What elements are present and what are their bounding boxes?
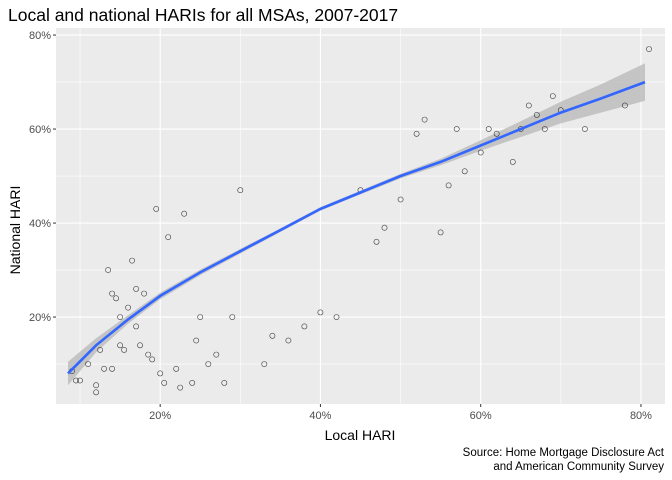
- source-caption: Source: Home Mortgage Disclosure Act and…: [463, 446, 664, 474]
- data-point: [85, 361, 91, 367]
- data-point: [145, 351, 152, 358]
- data-point: [533, 112, 540, 118]
- data-point: [333, 314, 340, 320]
- data-point: [213, 351, 220, 358]
- data-point: [141, 290, 147, 297]
- data-point: [129, 257, 135, 264]
- data-point: [77, 377, 83, 384]
- data-point: [101, 365, 107, 372]
- x-tick-label: 40%: [309, 410, 331, 422]
- data-point: [221, 379, 228, 386]
- caption-line-2: and American Community Survey: [493, 461, 664, 473]
- y-tick-label: 80%: [29, 30, 51, 42]
- data-point: [622, 102, 628, 109]
- data-point: [165, 234, 172, 240]
- data-point: [105, 267, 111, 273]
- data-point: [177, 384, 184, 391]
- data-point: [525, 102, 532, 109]
- y-axis-title: National HARI: [7, 186, 23, 275]
- chart-title: Local and national HARIs for all MSAs, 2…: [8, 5, 399, 25]
- data-point: [161, 379, 168, 386]
- data-point: [269, 332, 276, 339]
- minor-gridlines: [56, 28, 665, 404]
- data-point: [205, 361, 212, 367]
- y-tick-label: 60%: [29, 124, 51, 136]
- data-point: [109, 365, 115, 372]
- data-point: [197, 314, 204, 320]
- trend-line: [67, 80, 646, 375]
- data-point: [133, 285, 139, 292]
- data-point: [541, 126, 548, 132]
- data-point: [381, 224, 388, 231]
- data-point: [549, 93, 556, 99]
- data-point: [437, 229, 444, 236]
- y-axis-ticks: 20% 40% 60% 80%: [29, 30, 56, 324]
- data-point: [109, 290, 115, 297]
- x-tick-label: 60%: [470, 410, 492, 422]
- data-point: [121, 346, 127, 353]
- data-point: [421, 116, 428, 123]
- data-point: [157, 370, 164, 377]
- data-point: [113, 295, 119, 302]
- data-point: [582, 126, 588, 132]
- data-point: [117, 314, 123, 320]
- x-axis-title: Local HARI: [325, 427, 396, 443]
- data-point: [237, 187, 244, 194]
- data-point: [173, 365, 180, 372]
- data-point: [137, 342, 143, 349]
- data-point: [73, 377, 79, 384]
- data-point: [493, 130, 500, 137]
- data-point: [477, 149, 484, 156]
- data-point: [261, 361, 268, 367]
- data-point: [153, 205, 160, 212]
- data-point: [461, 168, 468, 175]
- data-point: [285, 337, 292, 344]
- data-point: [413, 130, 420, 137]
- caption-line-1: Source: Home Mortgage Disclosure Act: [462, 447, 664, 459]
- data-point: [373, 238, 380, 245]
- x-tick-label: 80%: [630, 410, 652, 422]
- data-point: [149, 356, 156, 363]
- data-point: [397, 196, 404, 203]
- data-point: [189, 379, 196, 386]
- data-point: [229, 314, 236, 320]
- plot-panel: [56, 28, 665, 404]
- data-point: [93, 382, 99, 389]
- data-point: [193, 337, 200, 344]
- x-axis-ticks: 20% 40% 60% 80%: [149, 404, 652, 422]
- data-point: [133, 323, 139, 330]
- data-point: [509, 158, 516, 165]
- y-tick-label: 20%: [29, 312, 51, 324]
- y-tick-label: 40%: [29, 218, 51, 230]
- data-point: [453, 126, 460, 132]
- data-point: [301, 323, 308, 330]
- data-point: [97, 346, 103, 353]
- data-point: [445, 182, 452, 189]
- data-point: [181, 210, 188, 217]
- confidence-band: [68, 63, 645, 386]
- data-point: [117, 342, 123, 349]
- x-tick-label: 20%: [149, 410, 171, 422]
- data-point: [125, 304, 132, 311]
- data-point: [646, 46, 652, 52]
- data-point: [485, 126, 492, 132]
- data-point: [317, 309, 324, 316]
- data-point: [93, 389, 99, 396]
